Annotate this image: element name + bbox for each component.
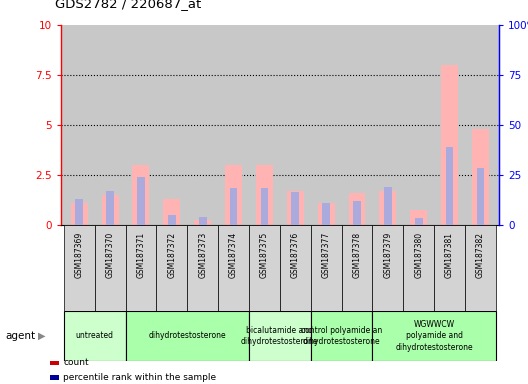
Text: GSM187373: GSM187373 (198, 232, 207, 278)
Bar (106, 191, 114, 225)
Text: GSM187370: GSM187370 (106, 232, 115, 278)
Text: GSM187374: GSM187374 (229, 232, 238, 278)
Bar (280, 225, 310, 311)
Bar (101, 195, 119, 225)
Bar (372, 311, 496, 361)
Bar (260, 188, 268, 225)
Bar (348, 193, 365, 225)
Text: GDS2782 / 220687_at: GDS2782 / 220687_at (55, 0, 202, 10)
Bar (287, 191, 304, 225)
Bar (187, 225, 218, 311)
Text: GSM187380: GSM187380 (414, 232, 423, 278)
Bar (322, 203, 330, 225)
Text: count: count (63, 358, 89, 367)
Bar (156, 225, 187, 311)
Bar (384, 187, 392, 225)
Bar (410, 210, 427, 225)
Text: percentile rank within the sample: percentile rank within the sample (63, 373, 216, 382)
Bar (64, 311, 126, 361)
Text: WGWWCW
polyamide and
dihydrotestosterone: WGWWCW polyamide and dihydrotestosterone (395, 320, 473, 352)
Bar (380, 191, 397, 225)
Bar (249, 225, 280, 311)
Bar (342, 225, 372, 311)
Bar (249, 311, 310, 361)
Text: bicalutamide and
dihydrotestosterone: bicalutamide and dihydrotestosterone (241, 326, 319, 346)
Text: dihydrotestosterone: dihydrotestosterone (148, 331, 226, 341)
Text: GSM187379: GSM187379 (383, 232, 392, 278)
Bar (163, 199, 180, 225)
Bar (441, 65, 458, 225)
Bar (403, 225, 434, 311)
Bar (71, 203, 88, 225)
Bar (199, 217, 206, 225)
Bar (310, 311, 372, 361)
Bar (446, 147, 454, 225)
Text: GSM187382: GSM187382 (476, 232, 485, 278)
Text: GSM187375: GSM187375 (260, 232, 269, 278)
Bar (126, 311, 249, 361)
Bar (168, 215, 176, 225)
Bar (64, 225, 95, 311)
Bar (76, 199, 83, 225)
Bar (137, 177, 145, 225)
Bar (477, 168, 484, 225)
Bar (310, 225, 342, 311)
Bar (415, 218, 422, 225)
Bar (465, 225, 496, 311)
Bar (353, 201, 361, 225)
Bar (256, 165, 273, 225)
Bar (194, 220, 211, 225)
Bar (372, 225, 403, 311)
Bar (472, 129, 489, 225)
Text: GSM187377: GSM187377 (322, 232, 331, 278)
Bar (230, 188, 238, 225)
Bar (95, 225, 126, 311)
Text: GSM187369: GSM187369 (75, 232, 84, 278)
Text: agent: agent (5, 331, 35, 341)
Bar (126, 225, 156, 311)
Bar (218, 225, 249, 311)
Text: GSM187381: GSM187381 (445, 232, 454, 278)
Bar (225, 165, 242, 225)
Bar (318, 203, 335, 225)
Text: GSM187376: GSM187376 (291, 232, 300, 278)
Text: GSM187371: GSM187371 (136, 232, 145, 278)
Text: GSM187378: GSM187378 (353, 232, 362, 278)
Text: untreated: untreated (76, 331, 114, 341)
Bar (291, 192, 299, 225)
Text: control polyamide an
dihydrotestosterone: control polyamide an dihydrotestosterone (301, 326, 382, 346)
Text: ▶: ▶ (38, 331, 45, 341)
Bar (133, 165, 149, 225)
Text: GSM187372: GSM187372 (167, 232, 176, 278)
Bar (434, 225, 465, 311)
